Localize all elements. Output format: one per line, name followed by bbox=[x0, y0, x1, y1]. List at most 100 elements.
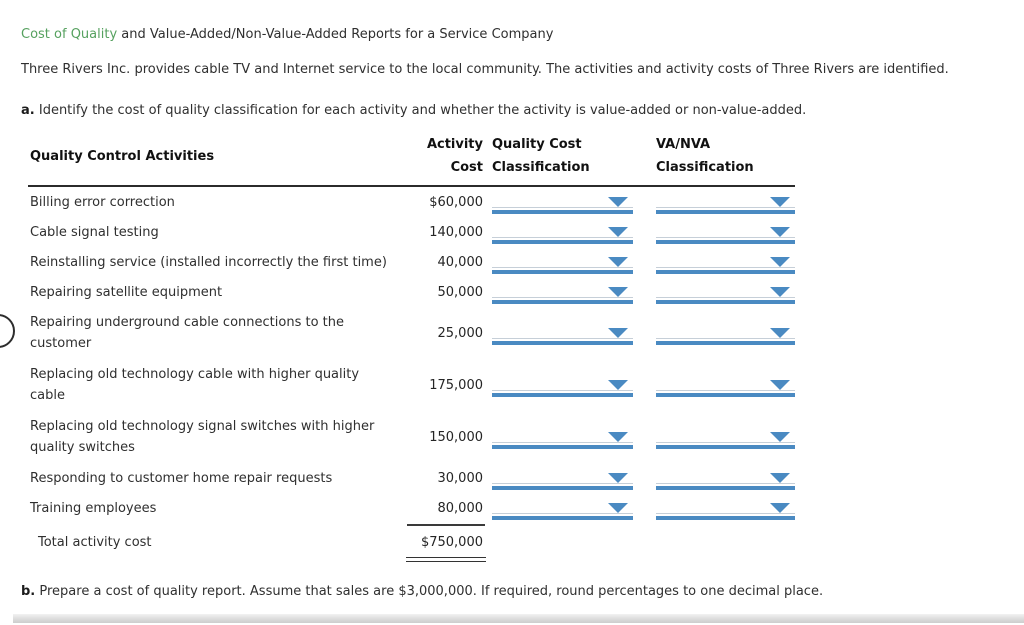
activity-cost: 30,000 bbox=[437, 470, 484, 486]
activity-cost: 40,000 bbox=[437, 254, 484, 270]
header-va-line2: Classification bbox=[656, 160, 754, 175]
table-row: Training employees 80,000 bbox=[28, 493, 795, 523]
quality-cost-classification-select[interactable] bbox=[492, 251, 633, 268]
select-underline bbox=[656, 485, 795, 490]
select-underline bbox=[656, 515, 795, 520]
chevron-down-icon bbox=[608, 379, 628, 390]
chevron-down-icon bbox=[770, 379, 790, 390]
select-underline bbox=[492, 209, 633, 214]
quality-cost-classification-select[interactable] bbox=[492, 374, 633, 391]
select-underline bbox=[656, 269, 795, 274]
table-row: Cable signal testing 140,000 bbox=[28, 217, 795, 247]
activity-label: Cable signal testing bbox=[30, 224, 159, 240]
chevron-down-icon bbox=[770, 286, 790, 297]
va-nva-classification-select[interactable] bbox=[656, 426, 795, 443]
select-underline bbox=[656, 444, 795, 449]
quality-cost-classification-select[interactable] bbox=[492, 191, 633, 208]
select-underline bbox=[656, 209, 795, 214]
select-underline bbox=[492, 515, 633, 520]
chevron-down-icon bbox=[770, 226, 790, 237]
select-underline bbox=[656, 340, 795, 345]
header-quality-control-activities: Quality Control Activities bbox=[30, 148, 215, 164]
activity-label: Training employees bbox=[30, 500, 157, 516]
chevron-down-icon bbox=[608, 431, 628, 442]
section-a-instruction: a. Identify the cost of quality classifi… bbox=[21, 103, 806, 118]
chevron-down-icon bbox=[608, 286, 628, 297]
activity-cost: 140,000 bbox=[429, 224, 483, 240]
chevron-down-icon bbox=[770, 502, 790, 513]
table-row: Replacing old technology signal switches… bbox=[28, 411, 795, 463]
section-b-instruction: b. Prepare a cost of quality report. Ass… bbox=[21, 584, 823, 599]
table-row: Billing error correction $60,000 bbox=[28, 187, 795, 217]
select-underline bbox=[492, 444, 633, 449]
page-title: Cost of Quality and Value-Added/Non-Valu… bbox=[21, 27, 553, 42]
quality-control-table: Quality Control Activities Activity Cost… bbox=[28, 133, 795, 562]
table-header-row: Quality Control Activities Activity Cost… bbox=[28, 133, 795, 187]
horizontal-scrollbar[interactable] bbox=[13, 614, 1024, 623]
total-row: Total activity cost $750,000 bbox=[28, 527, 795, 557]
va-nva-classification-select[interactable] bbox=[656, 322, 795, 339]
activity-cost: 25,000 bbox=[437, 325, 484, 341]
header-quality-cost-classification: Quality Cost Classification bbox=[492, 133, 633, 179]
quality-cost-classification-select[interactable] bbox=[492, 467, 633, 484]
chevron-down-icon bbox=[770, 472, 790, 483]
table-row: Replacing old technology cable with high… bbox=[28, 359, 795, 411]
header-activity-cost: Activity Cost bbox=[404, 133, 483, 179]
header-activity-cost-line2: Cost bbox=[450, 160, 483, 175]
select-underline bbox=[656, 299, 795, 304]
chevron-down-icon bbox=[770, 327, 790, 338]
total-rule-double bbox=[406, 557, 486, 562]
va-nva-classification-select[interactable] bbox=[656, 221, 795, 238]
chevron-down-icon bbox=[770, 431, 790, 442]
select-underline bbox=[492, 239, 633, 244]
activity-label: Reinstalling service (installed incorrec… bbox=[30, 254, 387, 270]
table-body: Billing error correction $60,000 Cable s… bbox=[28, 187, 795, 523]
chevron-down-icon bbox=[608, 472, 628, 483]
total-value: $750,000 bbox=[420, 534, 483, 550]
total-rule-single bbox=[407, 524, 485, 526]
select-underline bbox=[492, 340, 633, 345]
activity-label: Repairing underground cable connections … bbox=[30, 315, 344, 351]
select-underline bbox=[492, 392, 633, 397]
select-underline bbox=[492, 269, 633, 274]
quality-cost-classification-select[interactable] bbox=[492, 426, 633, 443]
header-qcc-line1: Quality Cost bbox=[492, 137, 582, 152]
quality-cost-classification-select[interactable] bbox=[492, 322, 633, 339]
cost-of-quality-link[interactable]: Cost of Quality bbox=[21, 27, 118, 42]
activity-cost: 80,000 bbox=[437, 500, 484, 516]
quality-cost-classification-select[interactable] bbox=[492, 281, 633, 298]
activity-label: Replacing old technology cable with high… bbox=[30, 367, 360, 403]
activity-cost: 50,000 bbox=[437, 284, 484, 300]
va-nva-classification-select[interactable] bbox=[656, 374, 795, 391]
intro-paragraph: Three Rivers Inc. provides cable TV and … bbox=[21, 62, 949, 77]
activity-cost: 175,000 bbox=[429, 377, 483, 393]
va-nva-classification-select[interactable] bbox=[656, 497, 795, 514]
select-underline bbox=[492, 485, 633, 490]
va-nva-classification-select[interactable] bbox=[656, 251, 795, 268]
chevron-down-icon bbox=[608, 256, 628, 267]
section-b-text: Prepare a cost of quality report. Assume… bbox=[39, 584, 824, 599]
select-underline bbox=[656, 392, 795, 397]
header-activity-cost-line1: Activity bbox=[426, 137, 483, 152]
activity-label: Repairing satellite equipment bbox=[30, 284, 223, 300]
quality-cost-classification-select[interactable] bbox=[492, 221, 633, 238]
select-underline bbox=[656, 239, 795, 244]
header-qcc-line2: Classification bbox=[492, 160, 590, 175]
quality-cost-classification-select[interactable] bbox=[492, 497, 633, 514]
left-edge-circle-artifact bbox=[0, 314, 15, 348]
table-row: Responding to customer home repair reque… bbox=[28, 463, 795, 493]
section-a-label: a. bbox=[21, 103, 35, 118]
activity-label: Billing error correction bbox=[30, 194, 175, 210]
section-b-label: b. bbox=[21, 584, 36, 599]
table-row: Repairing satellite equipment 50,000 bbox=[28, 277, 795, 307]
chevron-down-icon bbox=[770, 196, 790, 207]
chevron-down-icon bbox=[608, 226, 628, 237]
chevron-down-icon bbox=[608, 196, 628, 207]
va-nva-classification-select[interactable] bbox=[656, 281, 795, 298]
va-nva-classification-select[interactable] bbox=[656, 191, 795, 208]
activity-cost: $60,000 bbox=[429, 194, 483, 210]
section-a-text: Identify the cost of quality classificat… bbox=[38, 103, 807, 118]
va-nva-classification-select[interactable] bbox=[656, 467, 795, 484]
chevron-down-icon bbox=[770, 256, 790, 267]
